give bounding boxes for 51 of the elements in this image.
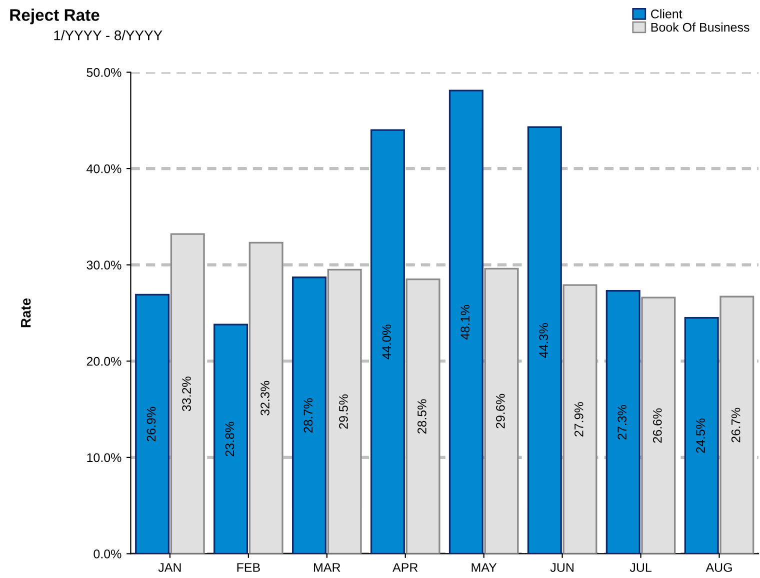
bar: [292, 276, 326, 554]
bar: [720, 296, 754, 554]
x-tick-label: MAY: [472, 563, 497, 572]
data-label: 32.3%: [260, 380, 270, 416]
data-label: 48.1%: [460, 304, 470, 340]
data-label: 27.9%: [574, 402, 584, 436]
y-tick-label: 40.0%: [86, 164, 122, 174]
bar: [448, 90, 484, 554]
bar: [641, 296, 676, 554]
bar: [135, 294, 170, 554]
data-label: 23.8%: [225, 422, 234, 456]
data-label: 26.6%: [652, 408, 662, 443]
data-label: 27.3%: [618, 405, 626, 440]
x-tick-label: MAR: [314, 563, 340, 572]
data-label: 26.7%: [731, 408, 740, 442]
x-tick-label: FEB: [237, 563, 260, 572]
data-label: 33.2%: [182, 376, 191, 412]
bar: [214, 324, 248, 554]
y-axis-title: Rate: [21, 298, 31, 328]
data-label: 28.7%: [304, 398, 313, 433]
bar: [370, 129, 405, 554]
x-tick-label: AUG: [706, 563, 732, 572]
bar: [170, 233, 205, 554]
y-tick-label: 50.0%: [86, 68, 122, 77]
bar: [327, 268, 362, 554]
bar: [527, 126, 562, 554]
data-label: 29.6%: [496, 394, 505, 428]
data-label: 26.9%: [146, 406, 156, 442]
data-label: 29.5%: [339, 394, 348, 429]
chart-subtitle: 1/YYYY - 8/YYYY: [54, 30, 162, 40]
bar: [248, 242, 284, 554]
data-label: 24.5%: [696, 418, 705, 453]
legend-label: Book Of Business: [651, 22, 750, 32]
data-label: 44.3%: [539, 323, 548, 358]
x-tick-label: JAN: [158, 563, 181, 572]
y-tick-label: 0.0%: [94, 550, 122, 558]
data-label: 44.0%: [382, 324, 392, 360]
bar: [562, 284, 598, 554]
bar: [484, 268, 519, 554]
y-tick-label: 10.0%: [87, 453, 122, 462]
x-tick-label: APR: [392, 563, 418, 572]
data-label: 28.5%: [418, 399, 426, 434]
x-tick-label: JUL: [630, 563, 652, 572]
chart-title: Reject Rate: [10, 8, 100, 24]
x-tick-label: JUN: [550, 563, 574, 572]
bar: [684, 316, 719, 554]
bar: [606, 290, 640, 554]
y-tick-label: 30.0%: [86, 260, 122, 270]
y-tick-label: 20.0%: [86, 356, 122, 366]
bar: [406, 278, 440, 554]
legend-label: Client: [651, 9, 682, 18]
